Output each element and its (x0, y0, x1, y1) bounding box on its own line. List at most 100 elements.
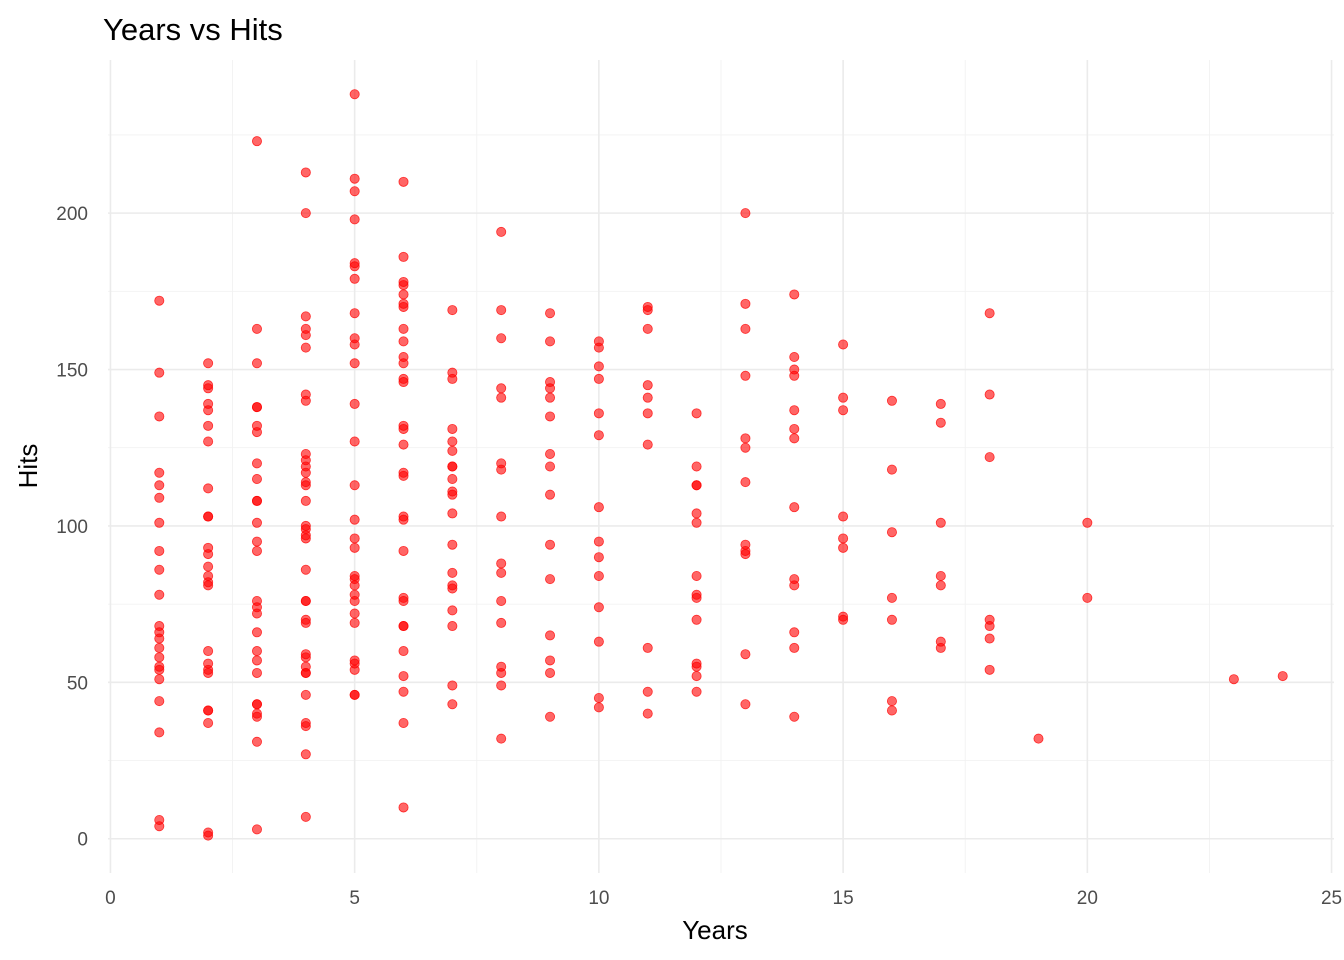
data-point (398, 470, 409, 481)
data-point (496, 596, 507, 607)
data-point (398, 377, 409, 388)
data-point (935, 517, 946, 528)
data-point (496, 667, 507, 678)
data-point (398, 621, 409, 632)
data-point (789, 352, 800, 363)
data-point (300, 330, 311, 341)
data-point (398, 323, 409, 334)
x-tick-label: 20 (1077, 888, 1098, 909)
data-point (593, 692, 604, 703)
data-point (398, 671, 409, 682)
data-point (1033, 733, 1044, 744)
data-point (886, 395, 897, 406)
data-point (398, 301, 409, 312)
data-point (154, 480, 165, 491)
data-point (593, 602, 604, 613)
data-point (300, 617, 311, 628)
data-point (349, 664, 360, 675)
data-point (154, 411, 165, 422)
data-point (300, 467, 311, 478)
data-point (398, 596, 409, 607)
data-point (251, 536, 262, 547)
data-point (740, 298, 751, 309)
data-point (300, 689, 311, 700)
grid-lines (108, 60, 1334, 873)
data-point (691, 686, 702, 697)
data-point (496, 680, 507, 691)
data-point (300, 342, 311, 353)
data-point (593, 536, 604, 547)
data-point (251, 655, 262, 666)
data-point (203, 830, 214, 841)
data-point (398, 176, 409, 187)
data-point (398, 289, 409, 300)
data-point (251, 402, 262, 413)
data-point (349, 186, 360, 197)
data-point (642, 323, 653, 334)
data-point (740, 649, 751, 660)
data-point (838, 511, 849, 522)
data-point (545, 336, 556, 347)
data-point (838, 533, 849, 544)
data-point (642, 708, 653, 719)
data-point (203, 358, 214, 369)
data-point (349, 689, 360, 700)
x-tick-label: 0 (105, 888, 116, 909)
data-point (593, 430, 604, 441)
data-point (398, 439, 409, 450)
data-point (398, 280, 409, 291)
data-point (642, 392, 653, 403)
data-point (789, 502, 800, 513)
data-point (789, 580, 800, 591)
data-point (984, 452, 995, 463)
data-point (251, 646, 262, 657)
data-point (203, 436, 214, 447)
data-point (545, 392, 556, 403)
data-point (447, 567, 458, 578)
data-point (154, 642, 165, 653)
data-point (789, 627, 800, 638)
data-point (545, 539, 556, 550)
data-point (740, 433, 751, 444)
data-point (984, 389, 995, 400)
data-point (251, 474, 262, 485)
data-point (838, 542, 849, 553)
data-point (984, 664, 995, 675)
data-point (154, 589, 165, 600)
data-point (886, 614, 897, 625)
y-tick-label: 0 (77, 830, 88, 851)
x-axis-ticks: 0 5 10 15 20 25 (105, 888, 1342, 909)
data-point (496, 617, 507, 628)
x-tick-label: 10 (588, 888, 609, 909)
data-point (447, 680, 458, 691)
data-point (447, 305, 458, 316)
data-point (154, 821, 165, 832)
data-point (740, 549, 751, 560)
data-point (203, 646, 214, 657)
data-point (251, 824, 262, 835)
data-point (398, 251, 409, 262)
data-point (447, 489, 458, 500)
data-point (398, 686, 409, 697)
data-point (349, 308, 360, 319)
data-point (1277, 671, 1288, 682)
data-point (447, 508, 458, 519)
y-tick-label: 100 (56, 517, 88, 538)
data-point (398, 514, 409, 525)
data-point (447, 699, 458, 710)
data-point (642, 305, 653, 316)
data-point (789, 711, 800, 722)
data-point (349, 480, 360, 491)
data-point (447, 605, 458, 616)
data-point (203, 549, 214, 560)
data-point (984, 633, 995, 644)
data-point (251, 517, 262, 528)
data-point (447, 474, 458, 485)
data-point (251, 458, 262, 469)
data-point (349, 617, 360, 628)
data-point (349, 533, 360, 544)
data-point (154, 633, 165, 644)
data-point (593, 702, 604, 713)
data-point (154, 467, 165, 478)
data-point (300, 167, 311, 178)
